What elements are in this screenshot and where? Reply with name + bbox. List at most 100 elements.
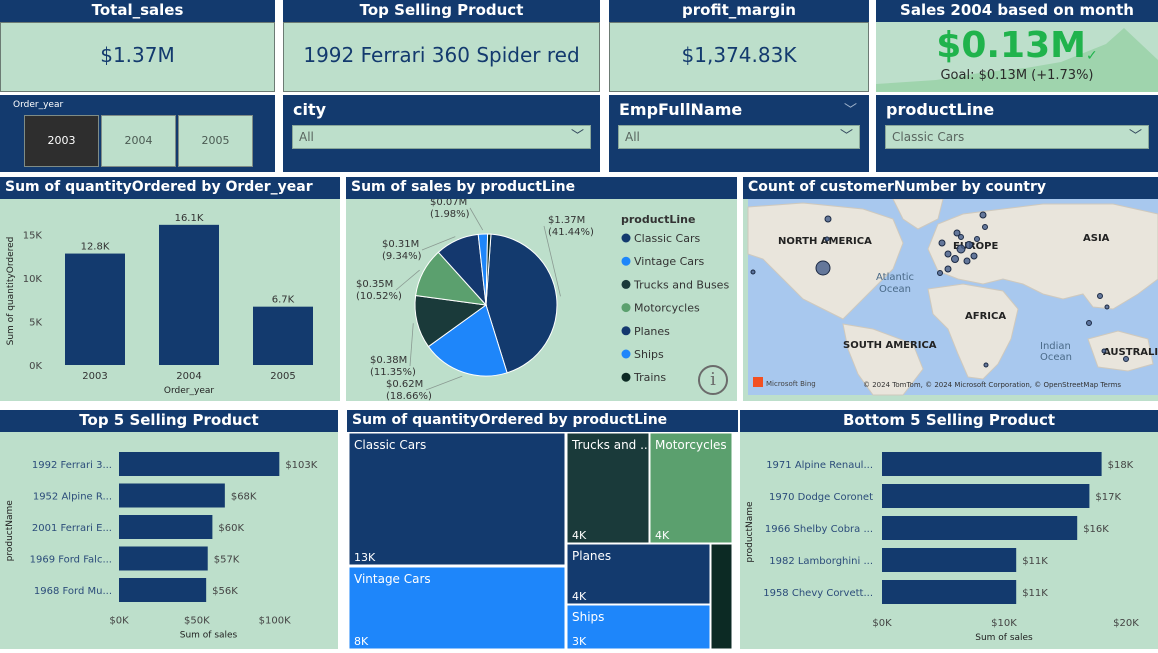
map-bubble[interactable]: [951, 255, 959, 263]
info-icon[interactable]: i: [698, 365, 728, 395]
year-2003-button[interactable]: 2003: [24, 115, 99, 167]
bar-data-label: 12.8K: [81, 242, 110, 253]
map-bubble[interactable]: [750, 269, 756, 275]
map-bubble[interactable]: [815, 260, 831, 276]
treemap-label: Trucks and ...: [571, 438, 652, 452]
bar-1[interactable]: [119, 452, 280, 476]
treemap-title: Sum of quantityOrdered by productLine: [347, 410, 738, 432]
city-slicer: city All ﹀: [283, 95, 600, 172]
pie-slice-vintage-cars[interactable]: [427, 304, 508, 377]
x-tick-label: 2005: [270, 371, 295, 382]
emp-slicer: EmpFullName ﹀ All ﹀: [609, 95, 869, 172]
bar-5[interactable]: [882, 580, 1017, 604]
bar-2005[interactable]: [253, 306, 313, 365]
legend-item[interactable]: Classic Cars: [634, 232, 700, 245]
collapse-chevron-icon[interactable]: ﹀: [843, 103, 857, 118]
category-label: 1966 Shelby Cobra ...: [765, 524, 873, 535]
map-bubble[interactable]: [982, 224, 988, 230]
top5-products-chart: Top 5 Selling Product 1992 Ferrari 3... $…: [0, 410, 338, 649]
map-bubble[interactable]: [824, 215, 832, 223]
legend-item[interactable]: Vintage Cars: [634, 255, 705, 268]
world-map-svg[interactable]: NORTH AMERICA EUROPEASIAAtlanticOceanAFRI…: [743, 198, 1158, 401]
x-tick-label: $10K: [991, 618, 1017, 629]
pie-leader-line: [425, 375, 463, 391]
legend-item[interactable]: Trucks and Buses: [633, 278, 729, 291]
bar-2003[interactable]: [65, 253, 125, 365]
bar-data-label: $11K: [1022, 556, 1048, 567]
product-line-slicer-title: productLine: [886, 100, 995, 119]
bar-4[interactable]: [119, 546, 208, 571]
sales-by-productline-chart: Sum of sales by productLine $1.37M (41.44…: [346, 177, 737, 402]
map-bubble[interactable]: [1101, 348, 1107, 354]
year-2005-button[interactable]: 2005: [178, 115, 253, 167]
pie-value-label: $1.37M: [548, 215, 585, 226]
map-label: Ocean: [879, 284, 911, 295]
map-bubble[interactable]: [970, 252, 978, 260]
category-label: 1982 Lamborghini ...: [769, 556, 873, 567]
bar-2004[interactable]: [159, 224, 219, 365]
category-label: 1968 Ford Mu...: [34, 586, 112, 597]
bar-data-label: $18K: [1108, 460, 1134, 471]
x-tick-label: $50K: [184, 616, 210, 627]
map-bubble[interactable]: [938, 239, 946, 247]
bar-4[interactable]: [882, 548, 1017, 572]
x-tick-label: $100K: [259, 616, 291, 627]
bar-2[interactable]: [119, 483, 225, 508]
map-bubble[interactable]: [944, 265, 952, 273]
pie-value-label: $0.62M: [386, 379, 423, 390]
map-bubble[interactable]: [979, 211, 987, 219]
bar-2[interactable]: [882, 484, 1090, 508]
legend-swatch: [621, 349, 631, 359]
map-bubble[interactable]: [1104, 304, 1110, 310]
legend-item[interactable]: Ships: [634, 348, 664, 361]
map-bubble[interactable]: [983, 362, 989, 368]
map-bubble[interactable]: [974, 236, 980, 242]
top5-title: Top 5 Selling Product: [0, 410, 338, 432]
map-bubble[interactable]: [963, 257, 971, 265]
check-icon: ✓: [1085, 48, 1098, 64]
city-dropdown[interactable]: All ﹀: [292, 125, 591, 149]
treemap-tile[interactable]: Vintage Cars 8K: [348, 566, 566, 650]
map-bubble[interactable]: [953, 229, 961, 237]
pie-leader-line: [409, 323, 414, 367]
legend-swatch: [621, 233, 631, 243]
treemap-tile[interactable]: Classic Cars 13K: [348, 432, 566, 566]
treemap-tile[interactable]: Motorcycles 4K: [649, 432, 733, 544]
year-2004-button[interactable]: 2004: [101, 115, 176, 167]
sales-2004-card: Sales 2004 based on month $0.13M✓ Goal: …: [876, 0, 1158, 92]
bar-data-label: $57K: [214, 555, 240, 566]
pie-slice-trains[interactable]: [485, 233, 492, 306]
map-bubble[interactable]: [1097, 293, 1103, 299]
bottom5-products-chart: Bottom 5 Selling Product 1971 Alpine Ren…: [740, 410, 1158, 649]
legend-item[interactable]: Planes: [634, 325, 670, 338]
bar-3[interactable]: [119, 515, 213, 539]
treemap-tile[interactable]: Trucks and ... 4K: [566, 432, 652, 544]
customers-by-country-map: Count of customerNumber by country NORTH…: [743, 177, 1158, 401]
map-bubble[interactable]: [956, 244, 966, 254]
bar-1[interactable]: [882, 452, 1102, 476]
treemap-tile[interactable]: Ships 3K: [566, 604, 711, 650]
bar-data-label: $11K: [1022, 588, 1048, 599]
legend-item[interactable]: Motorcycles: [634, 302, 700, 315]
map-bubble[interactable]: [965, 241, 973, 249]
map-bubble[interactable]: [944, 250, 952, 258]
map-copyright[interactable]: © 2024 TomTom, © 2024 Microsoft Corporat…: [863, 381, 1121, 389]
bar-5[interactable]: [119, 578, 207, 602]
bar-3[interactable]: [882, 516, 1078, 540]
map-labels: NORTH AMERICA EUROPEASIAAtlanticOceanAFRI…: [778, 233, 1158, 363]
pie-slice-classic-cars[interactable]: [485, 233, 558, 374]
y-tick-label: 10K: [23, 274, 43, 285]
map-bubble[interactable]: [1123, 356, 1129, 362]
chevron-down-icon: ﹀: [570, 129, 584, 144]
treemap-tile[interactable]: Planes 4K: [566, 543, 711, 605]
legend-item[interactable]: Trains: [633, 371, 666, 384]
product-line-dropdown[interactable]: Classic Cars ﹀: [885, 125, 1149, 149]
map-bubble[interactable]: [824, 236, 830, 242]
emp-dropdown[interactable]: All ﹀: [618, 125, 860, 149]
emp-dropdown-value: All: [625, 130, 640, 144]
map-bubble[interactable]: [1086, 320, 1092, 326]
map-bubble[interactable]: [937, 270, 943, 276]
map-bubble[interactable]: [958, 234, 964, 240]
treemap-svg[interactable]: Classic Cars 13K Vintage Cars 8K Trucks and …: [347, 432, 738, 650]
treemap-tile[interactable]: [710, 543, 733, 650]
